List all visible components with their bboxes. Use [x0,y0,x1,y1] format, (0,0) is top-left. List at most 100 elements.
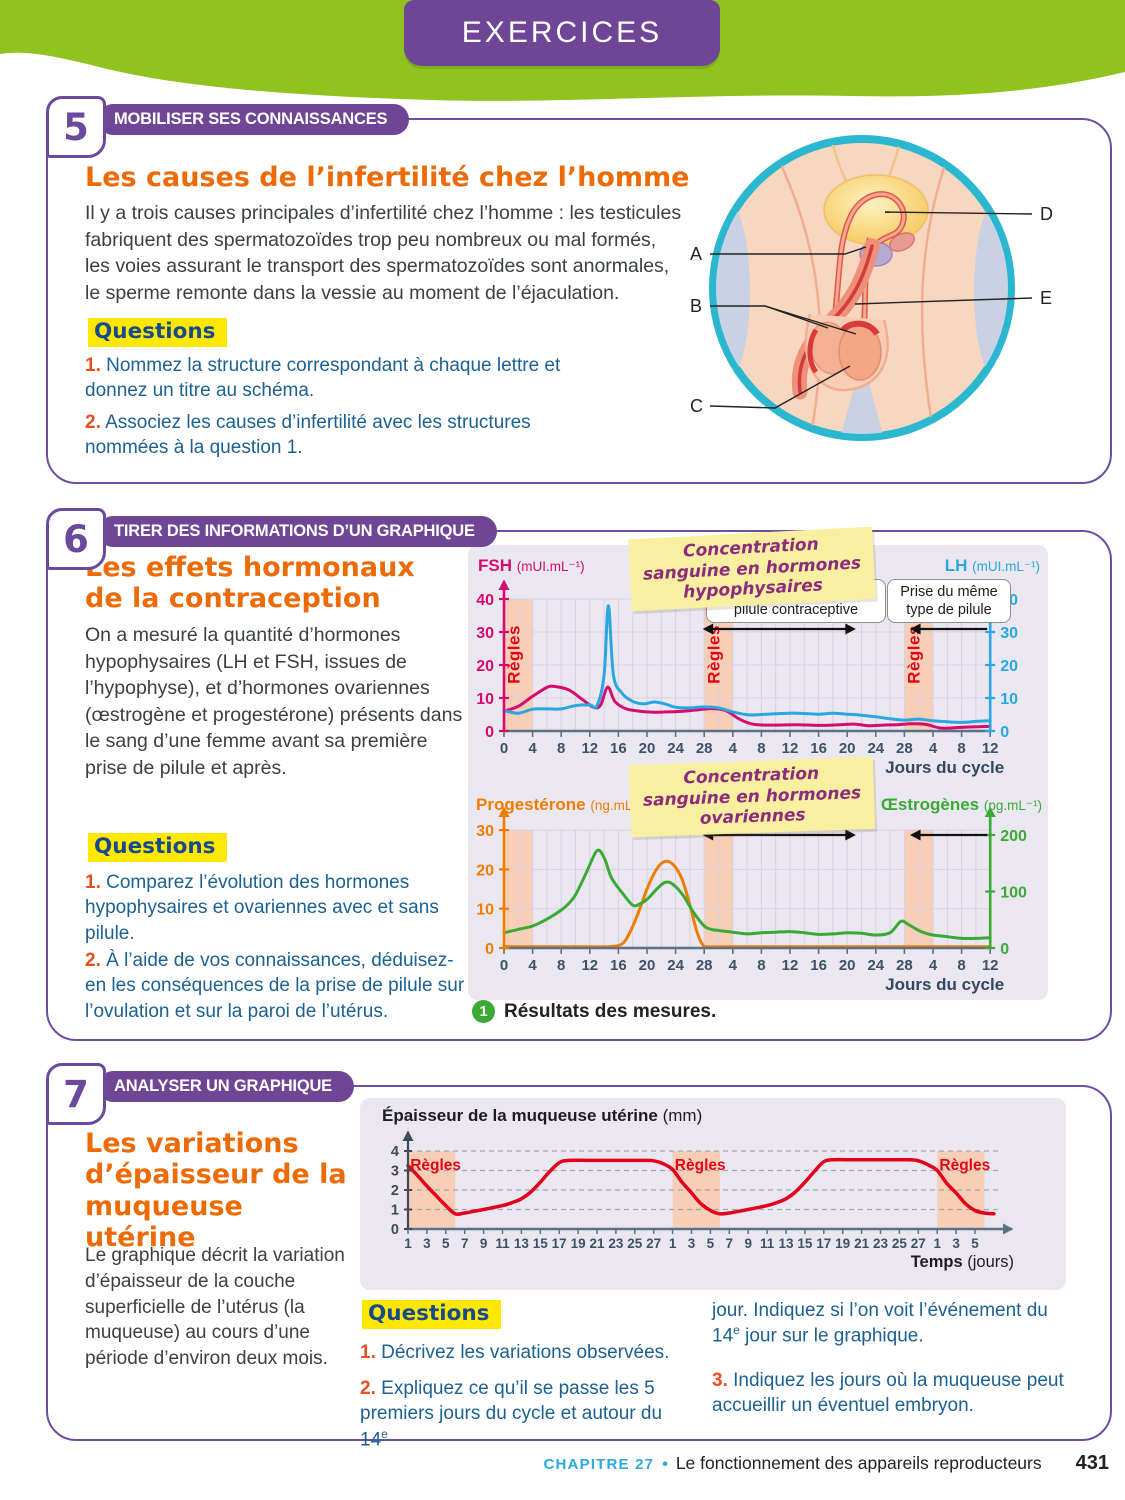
question-text: Associez les causes d’infertilité avec l… [85,412,531,459]
estrogen-axis-title: Œstrogènes (pg.mL⁻¹) [881,795,1042,815]
exercise-5-question-1: 1. Nommez la structure correspondant à c… [85,353,565,404]
label-line-D [884,211,1033,215]
svg-text:16: 16 [810,740,827,757]
page-footer: CHAPITRE 27 • Le fonctionnement des appa… [543,1452,1109,1475]
svg-text:24: 24 [667,740,684,757]
exercise-6-title: Les effets hormonaux de la contraception [85,552,415,615]
svg-text:13: 13 [778,1236,794,1251]
svg-text:7: 7 [726,1236,734,1251]
svg-text:27: 27 [646,1236,661,1251]
svg-text:0: 0 [485,941,494,958]
exercise-7-question-1: 1. Décrivez les variations observées. [360,1340,700,1365]
svg-text:8: 8 [957,740,965,757]
page-header-banner: EXERCICES [404,0,720,66]
question-number: 2. [360,1378,376,1399]
svg-text:8: 8 [957,957,965,974]
œstrogènes-curve [502,848,992,941]
exercise-6-skill-pill: TIRER DES INFORMATIONS D’UN GRAPHIQUE [98,516,497,547]
regles-band-label: Règles [939,1157,990,1174]
question-number: 2. [85,412,101,433]
svg-text:20: 20 [1000,658,1018,675]
progestérone-curve [502,859,992,949]
pelvis-left-shade [716,191,750,391]
svg-text:28: 28 [696,740,713,757]
hormone-charts-panel: Concentration sanguine en hormones hypop… [468,526,1048,1000]
svg-text:3: 3 [688,1236,696,1251]
exercise-7-title: Les variations d’épaisseur de la muqueus… [85,1128,347,1253]
svg-text:20: 20 [639,740,656,757]
svg-text:24: 24 [867,740,884,757]
estrogen-axis-name: Œstrogènes [880,795,980,814]
exercise-6-questions-label: Questions [88,833,228,862]
question-number: 1. [85,872,101,893]
exercise-5-number-badge: 5 [46,96,106,158]
svg-text:19: 19 [835,1236,850,1251]
svg-text:15: 15 [797,1236,813,1251]
label-line-C [709,365,851,409]
exercise-5-skill-pill: MOBILISER SES CONNAISSANCES [98,104,410,135]
svg-text:3: 3 [952,1236,960,1251]
svg-text:9: 9 [480,1236,488,1251]
label-line-B2 [764,305,857,335]
svg-text:4: 4 [391,1144,399,1160]
exercise-5-questions-label: Questions [88,318,228,347]
thigh-line-left [774,153,822,429]
x-axis-label: Jours du cycle [885,975,1004,994]
question-text: Nommez la structure correspondant à chaq… [85,355,561,402]
svg-text:5: 5 [442,1236,450,1251]
exercise-7-question-2-continued: jour. Indiquez si l’on voit l’événement … [712,1298,1072,1349]
diagram-label-B: B [690,296,702,316]
exercise-7-skill-pill: ANALYSER UN GRAPHIQUE [98,1071,354,1102]
exercise-5-title: Les causes de l’infertilité chez l’homme [85,162,690,193]
label-line-E [854,297,1033,305]
svg-text:27: 27 [911,1236,926,1251]
svg-text:2: 2 [391,1183,399,1199]
footer-book-title: Le fonctionnement des appareils reproduc… [675,1453,1042,1473]
svg-text:10: 10 [476,691,494,708]
estrogen-axis-unit: (pg.mL⁻¹) [983,798,1042,813]
figure-caption-text: Résultats des mesures. [504,1000,717,1022]
svg-text:20: 20 [839,740,856,757]
fsh-axis-name: FSH [478,556,512,575]
figure-number-badge: 1 [472,1000,495,1023]
svg-text:1: 1 [391,1203,399,1219]
svg-text:40: 40 [476,592,494,609]
svg-text:20: 20 [639,957,656,974]
svg-text:17: 17 [552,1236,567,1251]
svg-text:8: 8 [557,740,565,757]
fsh-axis-unit: (mUI.mL⁻¹) [516,559,585,574]
exercise-7-number-badge: 7 [46,1063,106,1125]
svg-text:21: 21 [589,1236,605,1251]
lh-axis-title: LH (mUI.mL⁻¹) [945,556,1040,576]
svg-text:16: 16 [810,957,827,974]
figure-caption: 1 Résultats des mesures. [472,1000,716,1023]
regles-band-label: Règles [504,625,523,684]
svg-text:25: 25 [627,1236,643,1251]
male-reproductive-system-diagram: A B C D E [680,126,1110,461]
question-text: Décrivez les variations observées. [381,1342,670,1363]
svg-text:5: 5 [971,1236,979,1251]
svg-text:4: 4 [929,957,938,974]
svg-text:23: 23 [608,1236,624,1251]
superscript-e: e [381,1426,388,1441]
label-line-A [710,246,867,255]
progesterone-axis-title: Progestérone (ng.mL⁻¹) [476,795,648,815]
lh-axis-unit: (mUI.mL⁻¹) [972,559,1040,574]
svg-text:3: 3 [423,1236,431,1251]
mucosa-thickness-curve [406,1157,996,1217]
svg-text:28: 28 [896,740,913,757]
svg-text:16: 16 [610,740,627,757]
mucosa-chart-title-unit: (mm) [662,1106,703,1125]
exercise-7-questions-label: Questions [362,1300,502,1329]
svg-text:21: 21 [854,1236,870,1251]
svg-text:1: 1 [933,1236,941,1251]
svg-text:15: 15 [533,1236,549,1251]
exercise-6-body: On a mesuré la quantité d’hormones hypop… [85,624,463,779]
pelvis-right-shade [974,191,1008,391]
pill-annotation-same-type: Prise du même type de pilule [887,579,1011,624]
svg-text:12: 12 [782,740,799,757]
svg-text:8: 8 [557,957,565,974]
